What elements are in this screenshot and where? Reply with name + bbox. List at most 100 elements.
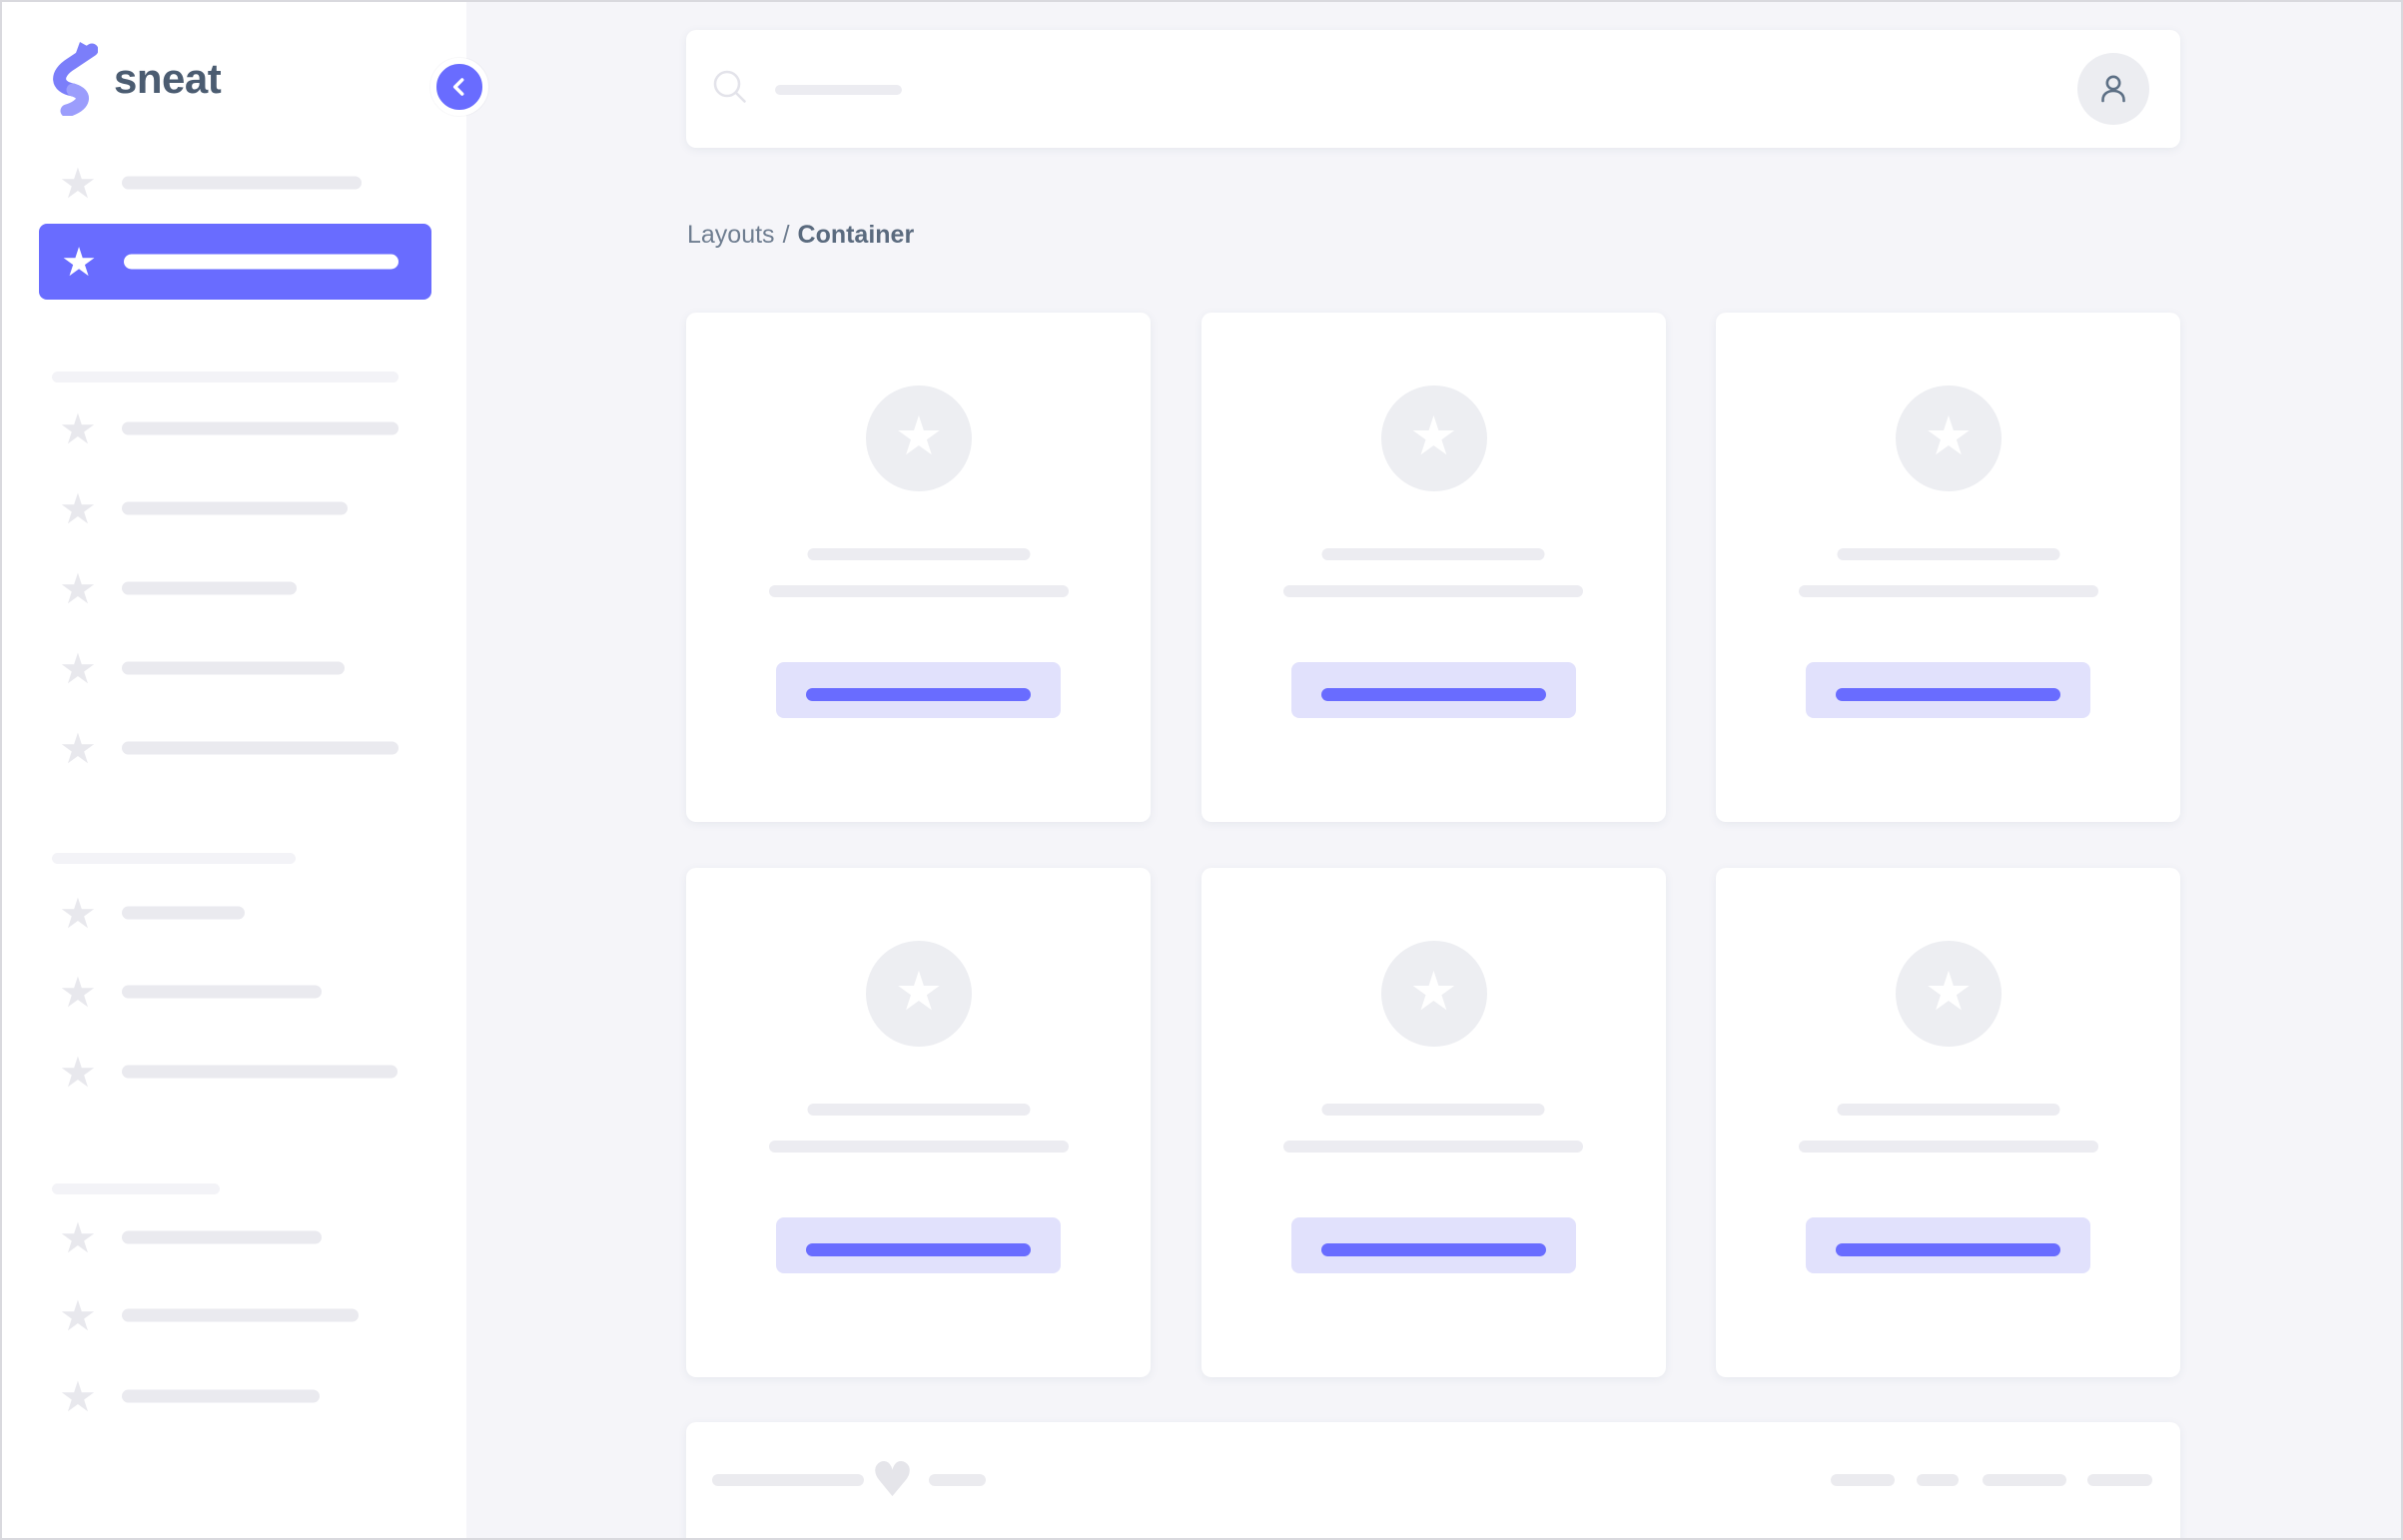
star-avatar: ★ <box>1380 941 1487 1047</box>
nav-label-skeleton <box>122 501 348 515</box>
subtitle-skeleton <box>1798 585 2098 597</box>
brand[interactable]: sneat <box>46 42 222 116</box>
star-icon: ★ <box>59 968 97 1017</box>
sidebar-item[interactable]: ★ <box>2 406 466 452</box>
chevron-left-icon <box>452 78 464 96</box>
subtitle-skeleton <box>1283 585 1583 597</box>
nav-label-skeleton <box>122 1389 320 1403</box>
sidebar-item[interactable]: ★ <box>2 159 466 208</box>
placeholder-card: ★ <box>686 313 1151 822</box>
nav-section-divider <box>52 372 399 383</box>
search-input[interactable] <box>686 30 2180 148</box>
search-placeholder-skeleton <box>775 85 902 95</box>
bottom-text-skeleton <box>929 1474 986 1486</box>
star-icon: ★ <box>1924 960 1974 1023</box>
sidebar-item[interactable]: ★ <box>2 564 466 613</box>
sidebar-item[interactable]: ★ <box>2 644 466 693</box>
pagination-item-skeleton[interactable] <box>1831 1474 1895 1486</box>
star-icon: ★ <box>1409 960 1458 1023</box>
title-skeleton <box>1321 548 1545 560</box>
star-icon: ★ <box>59 1291 97 1340</box>
button-label-skeleton <box>806 1243 1031 1256</box>
title-skeleton <box>1321 1104 1545 1116</box>
sidebar-item[interactable]: ★ <box>2 968 466 1017</box>
breadcrumb-link-layouts[interactable]: Layouts <box>687 221 775 249</box>
placeholder-card: ★ <box>1201 313 1666 822</box>
star-icon: ★ <box>1924 404 1974 467</box>
button-label-skeleton <box>1320 1243 1546 1256</box>
bottom-bar-card: ♥ <box>686 1422 2180 1538</box>
pagination-item-skeleton[interactable] <box>1983 1474 2066 1486</box>
star-icon: ★ <box>59 1048 97 1097</box>
star-avatar: ★ <box>1896 385 2002 491</box>
sidebar-item[interactable]: ★ <box>2 889 466 938</box>
star-icon: ★ <box>61 240 97 286</box>
nav-label-skeleton <box>122 906 245 920</box>
sidebar-collapse-button[interactable] <box>430 58 488 116</box>
placeholder-card: ★ <box>1201 868 1666 1377</box>
star-avatar: ★ <box>1896 941 2002 1047</box>
nav-label-skeleton <box>122 581 297 595</box>
star-icon: ★ <box>59 1213 97 1262</box>
nav-label-skeleton <box>122 985 322 999</box>
nav-label-skeleton <box>124 254 399 270</box>
sidebar-item[interactable]: ★ <box>2 1372 466 1421</box>
sidebar-item[interactable]: ★ <box>2 1213 466 1262</box>
sidebar: sneat ★ ★ ★ ★ ★ ★ ★ ★ ★ ★ ★ ★ ★ <box>2 2 488 1538</box>
pagination-item-skeleton[interactable] <box>2087 1474 2152 1486</box>
nav-label-skeleton <box>122 741 399 755</box>
subtitle-skeleton <box>768 1141 1069 1153</box>
title-skeleton <box>807 1104 1030 1116</box>
nav-label-skeleton <box>122 661 345 675</box>
card-grid: ★ ★ ★ ★ ★ ★ <box>686 313 2180 1377</box>
title-skeleton <box>1837 1104 2059 1116</box>
star-avatar: ★ <box>866 385 972 491</box>
nav-label-skeleton <box>122 1230 322 1244</box>
button-skeleton[interactable] <box>1290 662 1576 718</box>
star-icon: ★ <box>1409 404 1458 467</box>
subtitle-skeleton <box>768 585 1069 597</box>
star-icon: ★ <box>59 159 97 208</box>
star-icon: ★ <box>59 889 97 938</box>
button-skeleton[interactable] <box>1806 1217 2090 1273</box>
nav-section-divider <box>52 853 296 864</box>
title-skeleton <box>807 548 1030 560</box>
button-skeleton[interactable] <box>776 1217 1061 1273</box>
breadcrumb-current: Container <box>797 221 915 249</box>
subtitle-skeleton <box>1798 1141 2098 1153</box>
button-skeleton[interactable] <box>776 662 1061 718</box>
user-avatar-button[interactable] <box>2077 53 2149 125</box>
button-label-skeleton <box>1836 1243 2060 1256</box>
button-label-skeleton <box>806 688 1031 701</box>
breadcrumb-separator: / <box>782 221 790 249</box>
sidebar-item[interactable]: ★ <box>2 484 466 533</box>
star-icon: ★ <box>59 1372 97 1421</box>
heart-icon[interactable]: ♥ <box>871 1452 915 1508</box>
sidebar-item[interactable]: ★ <box>2 1048 466 1097</box>
search-icon <box>713 70 746 103</box>
placeholder-card: ★ <box>686 868 1151 1377</box>
pagination-item-skeleton[interactable] <box>1917 1474 1959 1486</box>
star-icon: ★ <box>894 960 944 1023</box>
nav-label-skeleton <box>122 1065 398 1079</box>
star-icon: ★ <box>59 564 97 613</box>
sneat-logo-icon <box>53 42 98 116</box>
star-icon: ★ <box>894 404 944 467</box>
subtitle-skeleton <box>1283 1141 1583 1153</box>
sidebar-item[interactable]: ★ <box>2 726 466 772</box>
sidebar-item[interactable]: ★ <box>2 1291 466 1340</box>
button-label-skeleton <box>1836 688 2060 701</box>
star-avatar: ★ <box>1380 385 1487 491</box>
star-icon: ★ <box>59 644 97 693</box>
breadcrumb: Layouts / Container <box>687 221 914 250</box>
button-skeleton[interactable] <box>1806 662 2090 718</box>
star-icon: ★ <box>59 484 97 533</box>
button-skeleton[interactable] <box>1290 1217 1576 1273</box>
person-icon <box>2101 75 2125 103</box>
nav-label-skeleton <box>122 1308 359 1322</box>
button-label-skeleton <box>1320 688 1546 701</box>
nav-label-skeleton <box>122 176 362 190</box>
star-avatar: ★ <box>866 941 972 1047</box>
sidebar-item-active[interactable]: ★ <box>39 224 431 300</box>
